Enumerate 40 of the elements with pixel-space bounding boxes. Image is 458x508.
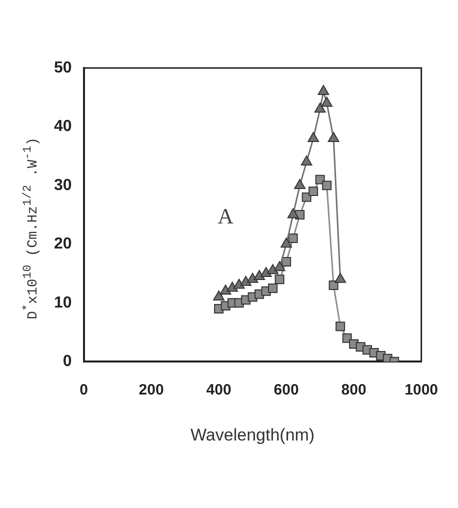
x-axis-title: Wavelength(nm) <box>190 425 315 444</box>
y-tick-label: 30 <box>54 176 72 194</box>
point <box>268 283 278 293</box>
point <box>274 261 286 272</box>
point <box>321 96 333 107</box>
point <box>267 264 279 274</box>
point <box>318 84 330 95</box>
point <box>287 208 299 218</box>
x-tick-label: 800 <box>341 382 366 399</box>
x-tick-label: 400 <box>206 382 232 399</box>
point <box>288 234 298 244</box>
point <box>328 280 338 290</box>
y-tick-label: 10 <box>54 294 72 312</box>
point <box>254 270 266 280</box>
point <box>322 180 332 190</box>
y-tick-label: 0 <box>62 353 72 370</box>
point <box>300 155 312 166</box>
point <box>282 257 292 267</box>
point <box>274 274 284 284</box>
y-tick-label: 50 <box>54 59 72 76</box>
point <box>280 238 292 248</box>
x-tick-label: 0 <box>80 382 88 399</box>
point <box>246 272 258 283</box>
point <box>308 132 320 142</box>
x-tick-label: 1000 <box>404 382 438 399</box>
point <box>260 267 272 278</box>
point <box>308 186 318 196</box>
point <box>336 322 346 332</box>
point <box>213 290 224 301</box>
point <box>314 102 326 113</box>
annotation: A <box>218 204 234 229</box>
point <box>220 284 232 295</box>
x-tick-label: 600 <box>274 382 299 399</box>
point <box>240 276 252 286</box>
point <box>334 272 346 283</box>
point <box>294 178 306 189</box>
x-tick-label: 200 <box>138 382 164 399</box>
y-tick-label: 40 <box>54 118 72 136</box>
point <box>328 132 340 142</box>
y-tick-label: 20 <box>54 236 72 253</box>
